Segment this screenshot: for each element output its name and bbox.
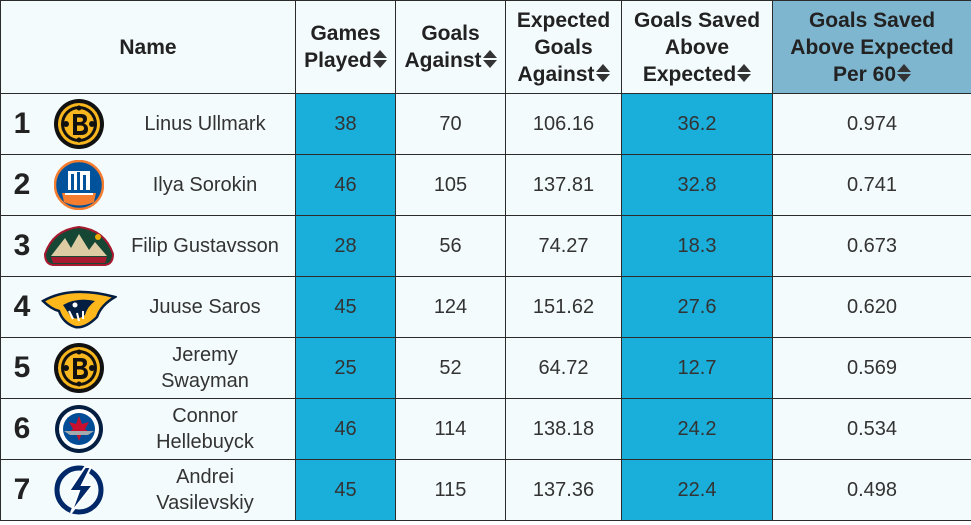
expected-goals-against-cell: 138.18	[505, 398, 622, 460]
goals-against-cell: 52	[395, 337, 506, 399]
bruins-logo	[40, 96, 118, 152]
games-played-cell: 38	[295, 93, 396, 155]
gsax-cell: 22.4	[621, 459, 773, 521]
header-gsax-line1: Goals Saved	[633, 8, 761, 32]
expected-goals-against-cell: 74.27	[505, 215, 622, 277]
games-played-cell: 28	[295, 215, 396, 277]
header-xga-line1: Expected	[516, 8, 611, 32]
header-gsax-line3: Expected	[642, 62, 737, 86]
header-goals-saved-above-expected[interactable]: Goals Saved Above Expected	[621, 0, 773, 94]
goals-against-cell: 114	[395, 398, 506, 460]
header-goals-against-line1: Goals	[421, 22, 480, 45]
header-gsax60-line1: Goals Saved	[808, 8, 936, 32]
gsax-per-60-cell: 0.620	[772, 276, 971, 338]
header-name-label: Name	[119, 35, 177, 59]
player-name[interactable]: Juuse Saros	[149, 296, 261, 318]
header-gsax-line2: Above	[664, 35, 730, 59]
expected-goals-against-cell: 64.72	[505, 337, 622, 399]
table-row: 6 Connor Hellebuyck 46 114 138.18 24.2 0…	[0, 398, 971, 460]
bruins-logo	[40, 340, 118, 396]
player-cell: 5 Jeremy Swayman	[0, 337, 296, 399]
rank: 4	[13, 290, 31, 323]
rank: 2	[13, 168, 31, 201]
goals-against-cell: 124	[395, 276, 506, 338]
wild-logo	[40, 218, 118, 274]
sort-icon[interactable]	[737, 63, 752, 83]
predators-logo	[40, 279, 118, 335]
jets-logo	[40, 401, 118, 457]
gsax-cell: 27.6	[621, 276, 773, 338]
games-played-cell: 45	[295, 276, 396, 338]
player-cell: 1 Linus Ullmark	[0, 93, 296, 155]
gsax-cell: 24.2	[621, 398, 773, 460]
expected-goals-against-cell: 106.16	[505, 93, 622, 155]
table-row: 1 Linus Ullmark 38 70 106.16 36.2 0.974	[0, 93, 971, 155]
player-cell: 2 Ilya Sorokin	[0, 154, 296, 216]
header-gsax60-line2: Above Expected	[790, 35, 954, 59]
player-name[interactable]: Andrei Vasilevskiy	[156, 466, 254, 514]
table-row: 3 Filip Gustavsson 28 56 74.27 18.3 0.67…	[0, 215, 971, 277]
table-row: 4 Juuse Saros 45 124 151.62 27.6 0.620	[0, 276, 971, 338]
header-xga-line3: Against	[517, 62, 595, 86]
gsax-cell: 36.2	[621, 93, 773, 155]
player-name[interactable]: Connor Hellebuyck	[156, 405, 254, 453]
rank: 1	[13, 107, 31, 140]
player-name[interactable]: Ilya Sorokin	[152, 174, 258, 196]
islanders-logo	[40, 157, 118, 213]
table-row: 2 Ilya Sorokin 46 105 137.81 32.8 0.741	[0, 154, 971, 216]
games-played-cell: 46	[295, 398, 396, 460]
gsax-per-60-cell: 0.569	[772, 337, 971, 399]
player-name[interactable]: Jeremy Swayman	[161, 344, 249, 392]
goals-against-cell: 115	[395, 459, 506, 521]
rank: 6	[13, 412, 31, 445]
player-cell: 6 Connor Hellebuyck	[0, 398, 296, 460]
gsax-cell: 12.7	[621, 337, 773, 399]
player-name[interactable]: Linus Ullmark	[144, 113, 266, 135]
lightning-logo	[40, 462, 118, 518]
header-row: Name Games Played Goals Against Expected…	[0, 0, 971, 94]
expected-goals-against-cell: 137.36	[505, 459, 622, 521]
gsax-cell: 32.8	[621, 154, 773, 216]
header-goals-against-line2: Against	[404, 49, 482, 72]
sort-icon[interactable]	[372, 49, 387, 69]
goals-against-cell: 70	[395, 93, 506, 155]
header-gsax60-line3: Per 60	[832, 62, 897, 86]
player-name[interactable]: Filip Gustavsson	[131, 235, 279, 257]
gsax-cell: 18.3	[621, 215, 773, 277]
table-row: 5 Jeremy Swayman 25 52 64.72 12.7 0.569	[0, 337, 971, 399]
header-name[interactable]: Name	[0, 0, 296, 94]
table-row: 7 Andrei Vasilevskiy 45 115 137.36 22.4 …	[0, 459, 971, 521]
header-gsax-per-60[interactable]: Goals Saved Above Expected Per 60	[772, 0, 971, 94]
games-played-cell: 45	[295, 459, 396, 521]
sort-icon[interactable]	[482, 49, 497, 69]
gsax-per-60-cell: 0.534	[772, 398, 971, 460]
player-cell: 7 Andrei Vasilevskiy	[0, 459, 296, 521]
games-played-cell: 46	[295, 154, 396, 216]
expected-goals-against-cell: 137.81	[505, 154, 622, 216]
player-cell: 4 Juuse Saros	[0, 276, 296, 338]
player-cell: 3 Filip Gustavsson	[0, 215, 296, 277]
sort-icon[interactable]	[595, 63, 610, 83]
games-played-cell: 25	[295, 337, 396, 399]
sort-icon[interactable]	[897, 63, 912, 83]
header-xga-line2: Goals	[534, 35, 593, 59]
gsax-per-60-cell: 0.974	[772, 93, 971, 155]
gsax-per-60-cell: 0.673	[772, 215, 971, 277]
header-goals-against[interactable]: Goals Against	[395, 0, 506, 94]
header-expected-goals-against[interactable]: Expected Goals Against	[505, 0, 622, 94]
goals-against-cell: 56	[395, 215, 506, 277]
header-games-played-line1: Games	[310, 22, 381, 45]
header-games-played[interactable]: Games Played	[295, 0, 396, 94]
rank: 5	[13, 351, 31, 384]
goals-against-cell: 105	[395, 154, 506, 216]
expected-goals-against-cell: 151.62	[505, 276, 622, 338]
gsax-per-60-cell: 0.741	[772, 154, 971, 216]
rank: 7	[13, 473, 31, 506]
header-games-played-line2: Played	[304, 49, 372, 72]
rank: 3	[13, 229, 31, 262]
gsax-per-60-cell: 0.498	[772, 459, 971, 521]
